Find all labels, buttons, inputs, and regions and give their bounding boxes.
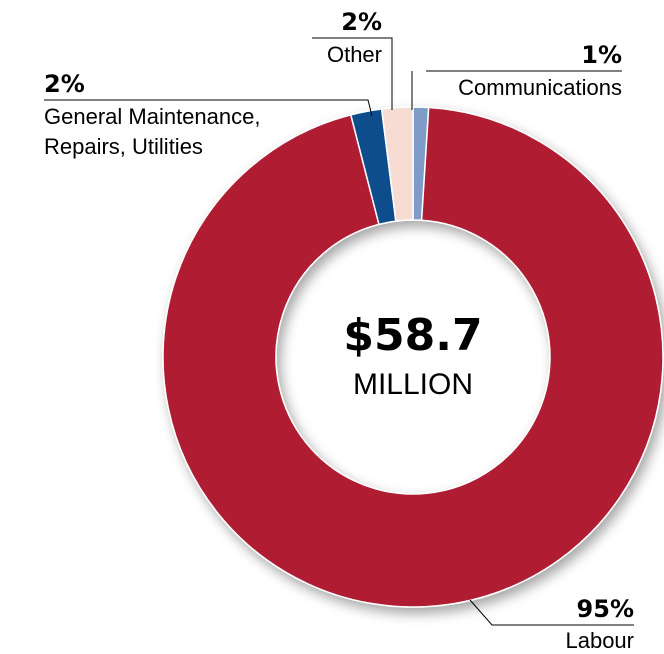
slice-percent-labour: 95%: [577, 595, 634, 623]
slice-percent-other: 2%: [341, 8, 382, 36]
leader-labour: [469, 599, 634, 626]
slice-percent-communications: 1%: [581, 41, 622, 69]
slice-label-general-maintenance-line1: General Maintenance,: [44, 104, 260, 129]
slice-label-other: Other: [327, 42, 382, 67]
leader-other: [312, 37, 393, 110]
center-total-unit: MILLION: [353, 368, 473, 401]
center-total-value: $58.7: [343, 310, 482, 361]
donut-slices: [162, 106, 664, 608]
slice-label-communications: Communications: [458, 75, 622, 100]
slice-labour: [162, 106, 664, 608]
slice-label-labour: Labour: [565, 628, 634, 653]
leader-general-maintenance: [44, 99, 373, 117]
leader-lines: [44, 37, 634, 626]
slice-label-general-maintenance-line2: Repairs, Utilities: [44, 134, 203, 159]
slice-percent-general-maintenance: 2%: [44, 70, 85, 98]
